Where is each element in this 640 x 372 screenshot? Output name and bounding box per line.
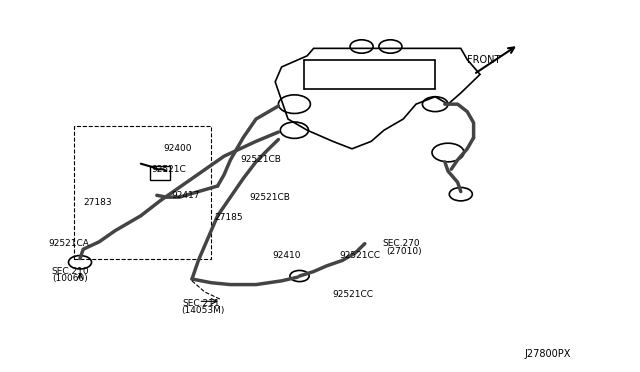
Text: (27010): (27010) <box>386 247 422 256</box>
Text: J27800PX: J27800PX <box>525 349 571 359</box>
Text: (10060): (10060) <box>52 275 88 283</box>
Text: 92521CC: 92521CC <box>339 251 380 260</box>
Text: 92410: 92410 <box>272 251 301 260</box>
Text: 92417: 92417 <box>171 191 200 200</box>
Text: FRONT: FRONT <box>467 55 500 64</box>
Text: 27183: 27183 <box>83 198 112 207</box>
Text: 27185: 27185 <box>214 213 243 222</box>
Bar <box>150 166 170 180</box>
Bar <box>74 126 211 259</box>
Text: SEC.210: SEC.210 <box>51 267 89 276</box>
Text: 92521CB: 92521CB <box>240 155 281 164</box>
Text: SEC.211: SEC.211 <box>182 299 220 308</box>
Text: 92521CB: 92521CB <box>250 193 291 202</box>
Text: 92400: 92400 <box>163 144 192 153</box>
Text: (14053M): (14053M) <box>181 306 225 315</box>
Text: 92521CC: 92521CC <box>333 290 374 299</box>
Text: SEC.270: SEC.270 <box>383 239 420 248</box>
Text: 92521C: 92521C <box>152 165 186 174</box>
Text: 92521CA: 92521CA <box>48 239 89 248</box>
